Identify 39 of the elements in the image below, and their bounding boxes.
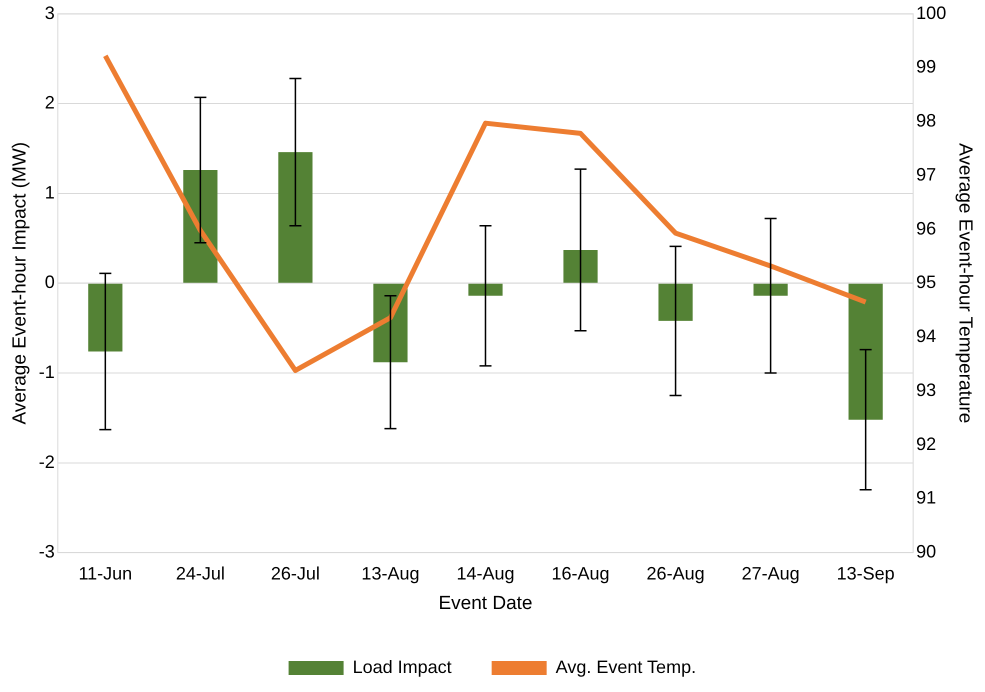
y2-tick-label: 93 [916,380,936,400]
bar [754,284,788,296]
y2-tick-label: 99 [916,56,936,77]
y-tick-label: 1 [44,182,55,202]
y-tick-label: -2 [38,452,55,472]
y2-tick-label: 90 [916,542,936,562]
y2-tick-label: 91 [916,488,936,508]
y2-tick-label: 98 [916,110,936,131]
x-tick-label: 26-Aug [646,563,705,584]
y-tick-label: -3 [38,542,55,562]
y2-axis-title: Average Event-hour Temperature [954,143,976,424]
bar [88,284,122,352]
x-tick-label: 16-Aug [552,563,610,584]
x-tick-label: 14-Aug [456,563,515,584]
y2-tick-label: 95 [916,272,936,292]
x-axis-title: Event Date [438,592,532,614]
bar [563,250,598,283]
legend-label: Avg. Event Temp. [556,656,696,677]
y-tick-label: 2 [44,92,55,113]
x-tick-label: 24-Jul [176,563,225,584]
x-tick-label: 26-Jul [270,563,320,584]
x-tick-label: 11-Jun [78,563,132,584]
y-tick-label: 3 [44,2,55,23]
bar [658,284,693,321]
x-tick-label: 13-Aug [361,563,420,584]
y2-tick-label: 96 [916,218,936,238]
y2-tick-label: 97 [916,164,936,184]
x-tick-label: 27-Aug [742,563,800,584]
bar [278,152,313,283]
x-tick-label: 13-Sep [836,563,895,584]
y2-tick-label: 100 [916,2,946,23]
y-axis-title: Average Event-hour Impact (MW) [10,142,31,425]
y-tick-label: 0 [44,272,55,292]
bar [848,284,883,420]
bar [468,284,503,296]
y-tick-label: -1 [38,362,55,382]
legend-label: Load Impact [352,656,452,677]
y2-tick-label: 92 [916,434,936,454]
y2-tick-label: 94 [916,326,936,346]
